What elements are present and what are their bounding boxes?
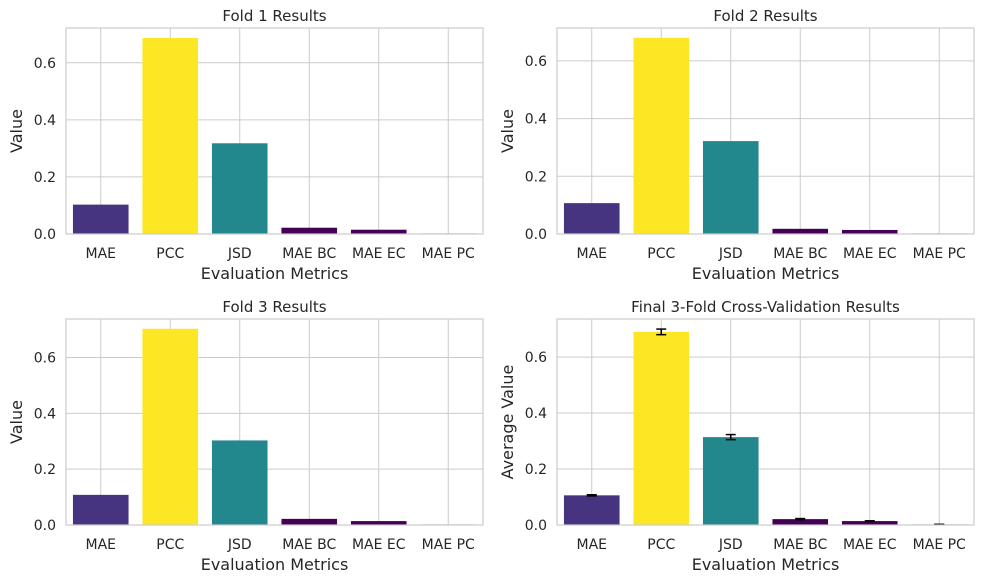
x-tick-label: MAE BC <box>773 246 827 262</box>
x-tick-label: MAE PC <box>913 537 966 553</box>
y-tick-label: 0.6 <box>525 350 547 366</box>
y-tick-label: 0.2 <box>34 462 56 478</box>
bar-mae <box>563 495 620 525</box>
bar-jsd <box>211 440 268 525</box>
x-tick-label: PCC <box>647 246 675 262</box>
bar-mae <box>72 494 129 525</box>
y-tick-label: 0.4 <box>525 406 547 422</box>
y-tick-label: 0.4 <box>34 113 56 129</box>
x-axis-label: Evaluation Metrics <box>201 555 349 574</box>
x-tick-label: MAE <box>576 246 607 262</box>
y-tick-label: 0.2 <box>34 170 56 186</box>
x-tick-label: MAE EC <box>843 246 897 262</box>
bar-jsd <box>702 141 759 234</box>
axes-frame <box>65 318 484 526</box>
x-tick-label: PCC <box>647 537 675 553</box>
bar-pcc <box>142 328 199 525</box>
x-tick-label: PCC <box>156 246 184 262</box>
y-tick-label: 0.0 <box>525 227 547 243</box>
y-tick-label: 0.6 <box>34 56 56 72</box>
y-tick-label: 0.4 <box>34 406 56 422</box>
axes-frame <box>556 318 975 526</box>
bar-mae <box>563 203 620 234</box>
y-tick-label: 0.2 <box>525 462 547 478</box>
subplot-1: 0.0 0.2 0.4 0.6 MAE PCC JSD MAE BC MAE EC MAE PC F… <box>7 7 484 283</box>
subplot-title: Final 3-Fold Cross-Validation Results <box>631 298 900 316</box>
y-tick-label: 0.0 <box>34 518 56 534</box>
subplot-title: Fold 3 Results <box>222 298 326 316</box>
x-tick-label: JSD <box>718 537 743 553</box>
x-tick-label: MAE BC <box>282 246 336 262</box>
x-tick-label: JSD <box>227 246 252 262</box>
y-tick-label: 0.0 <box>34 227 56 243</box>
subplot-title: Fold 1 Results <box>222 7 326 25</box>
axes-frame <box>65 27 484 235</box>
x-tick-label: JSD <box>227 537 252 553</box>
x-tick-label: PCC <box>156 537 184 553</box>
subplot-4: 0.0 0.2 0.4 0.6 MAE PCC JSD MAE BC MAE EC MAE PC F… <box>498 298 975 574</box>
x-tick-label: MAE BC <box>773 537 827 553</box>
y-axis-label: Value <box>7 400 26 444</box>
x-axis-label: Evaluation Metrics <box>692 264 840 283</box>
x-tick-label: MAE PC <box>422 246 475 262</box>
x-tick-label: JSD <box>718 246 743 262</box>
x-tick-label: MAE PC <box>422 537 475 553</box>
y-axis-label: Value <box>7 109 26 153</box>
y-tick-label: 0.6 <box>525 54 547 70</box>
subplot-3: 0.0 0.2 0.4 0.6 MAE PCC JSD MAE BC MAE EC MAE PC F… <box>7 298 484 574</box>
x-tick-label: MAE <box>85 537 116 553</box>
bar-jsd <box>211 143 268 234</box>
axes-frame <box>556 27 975 235</box>
bar-mae <box>72 204 129 234</box>
bar-mae-ec <box>841 521 898 525</box>
y-axis-label: Value <box>498 109 517 153</box>
bar-mae-bc <box>772 228 829 234</box>
bar-pcc <box>633 37 690 234</box>
y-tick-label: 0.6 <box>34 351 56 367</box>
bar-mae-bc <box>281 518 338 525</box>
bar-pcc <box>633 331 690 525</box>
bar-mae-bc <box>281 227 338 234</box>
x-tick-label: MAE <box>85 246 116 262</box>
y-tick-label: 0.0 <box>525 518 547 534</box>
subplot-title: Fold 2 Results <box>713 7 817 25</box>
x-tick-label: MAE EC <box>843 537 897 553</box>
x-tick-label: MAE EC <box>352 246 406 262</box>
x-axis-label: Evaluation Metrics <box>201 264 349 283</box>
bar-mae-ec <box>350 229 407 234</box>
subplot-2: 0.0 0.2 0.4 0.6 MAE PCC JSD MAE BC MAE EC MAE PC F… <box>498 7 975 283</box>
x-tick-label: MAE EC <box>352 537 406 553</box>
x-axis-label: Evaluation Metrics <box>692 555 840 574</box>
bar-mae-ec <box>350 521 407 525</box>
y-axis-label: Average Value <box>498 365 517 480</box>
y-tick-label: 0.4 <box>525 112 547 128</box>
bar-mae-bc <box>772 519 829 525</box>
bar-mae-ec <box>841 229 898 234</box>
x-tick-label: MAE BC <box>282 537 336 553</box>
x-tick-label: MAE PC <box>913 246 966 262</box>
bar-jsd <box>702 437 759 525</box>
x-tick-label: MAE <box>576 537 607 553</box>
bar-pcc <box>142 37 199 235</box>
y-tick-label: 0.2 <box>525 169 547 185</box>
